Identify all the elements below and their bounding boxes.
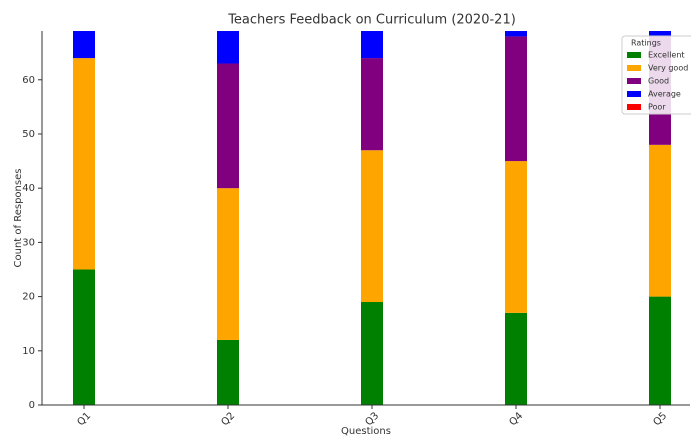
legend-label: Poor — [648, 103, 666, 112]
x-axis-label: Questions — [341, 426, 391, 436]
bar-segment — [73, 58, 95, 270]
bar-segment — [505, 36, 527, 162]
x-tick-label: Q1 — [75, 410, 93, 428]
bar-segment — [217, 63, 239, 189]
legend-swatch — [627, 104, 641, 110]
legend-swatch — [627, 52, 641, 58]
bar-segment — [73, 269, 95, 405]
y-tick-label: 0 — [29, 400, 35, 411]
y-tick-label: 60 — [22, 75, 35, 86]
bar-segment — [217, 339, 239, 405]
y-axis-label: Count of Responses — [13, 169, 24, 268]
y-tick-label: 30 — [22, 237, 35, 248]
bar-segment — [649, 144, 671, 297]
bar-segment — [361, 150, 383, 303]
y-tick-label: 40 — [22, 183, 35, 194]
legend-label: Very good — [648, 64, 688, 73]
bar-segment — [73, 31, 95, 59]
legend-label: Good — [648, 77, 669, 86]
bar-segment — [217, 31, 239, 64]
y-tick-label: 20 — [22, 292, 35, 303]
x-tick-label: Q5 — [651, 410, 669, 428]
legend-swatch — [627, 91, 641, 97]
x-tick-label: Q4 — [507, 410, 525, 428]
bar-segment — [649, 296, 671, 405]
bar-segment — [217, 188, 239, 340]
y-tick-label: 10 — [22, 346, 35, 357]
x-tick-label: Q2 — [219, 410, 237, 428]
legend-title: Ratings — [631, 39, 661, 48]
bar-segment — [505, 161, 527, 313]
legend-swatch — [627, 78, 641, 84]
legend-swatch — [627, 65, 641, 71]
bar-segment — [505, 312, 527, 405]
bar-segment — [361, 31, 383, 59]
bar-segment — [361, 302, 383, 405]
bar-segment — [361, 58, 383, 151]
y-tick-label: 50 — [22, 129, 35, 140]
legend-label: Excellent — [648, 51, 685, 60]
chart-title: Teachers Feedback on Curriculum (2020-21… — [227, 13, 516, 28]
bar-segment — [505, 31, 527, 37]
bar-segment — [649, 31, 671, 37]
legend-label: Average — [648, 90, 681, 99]
